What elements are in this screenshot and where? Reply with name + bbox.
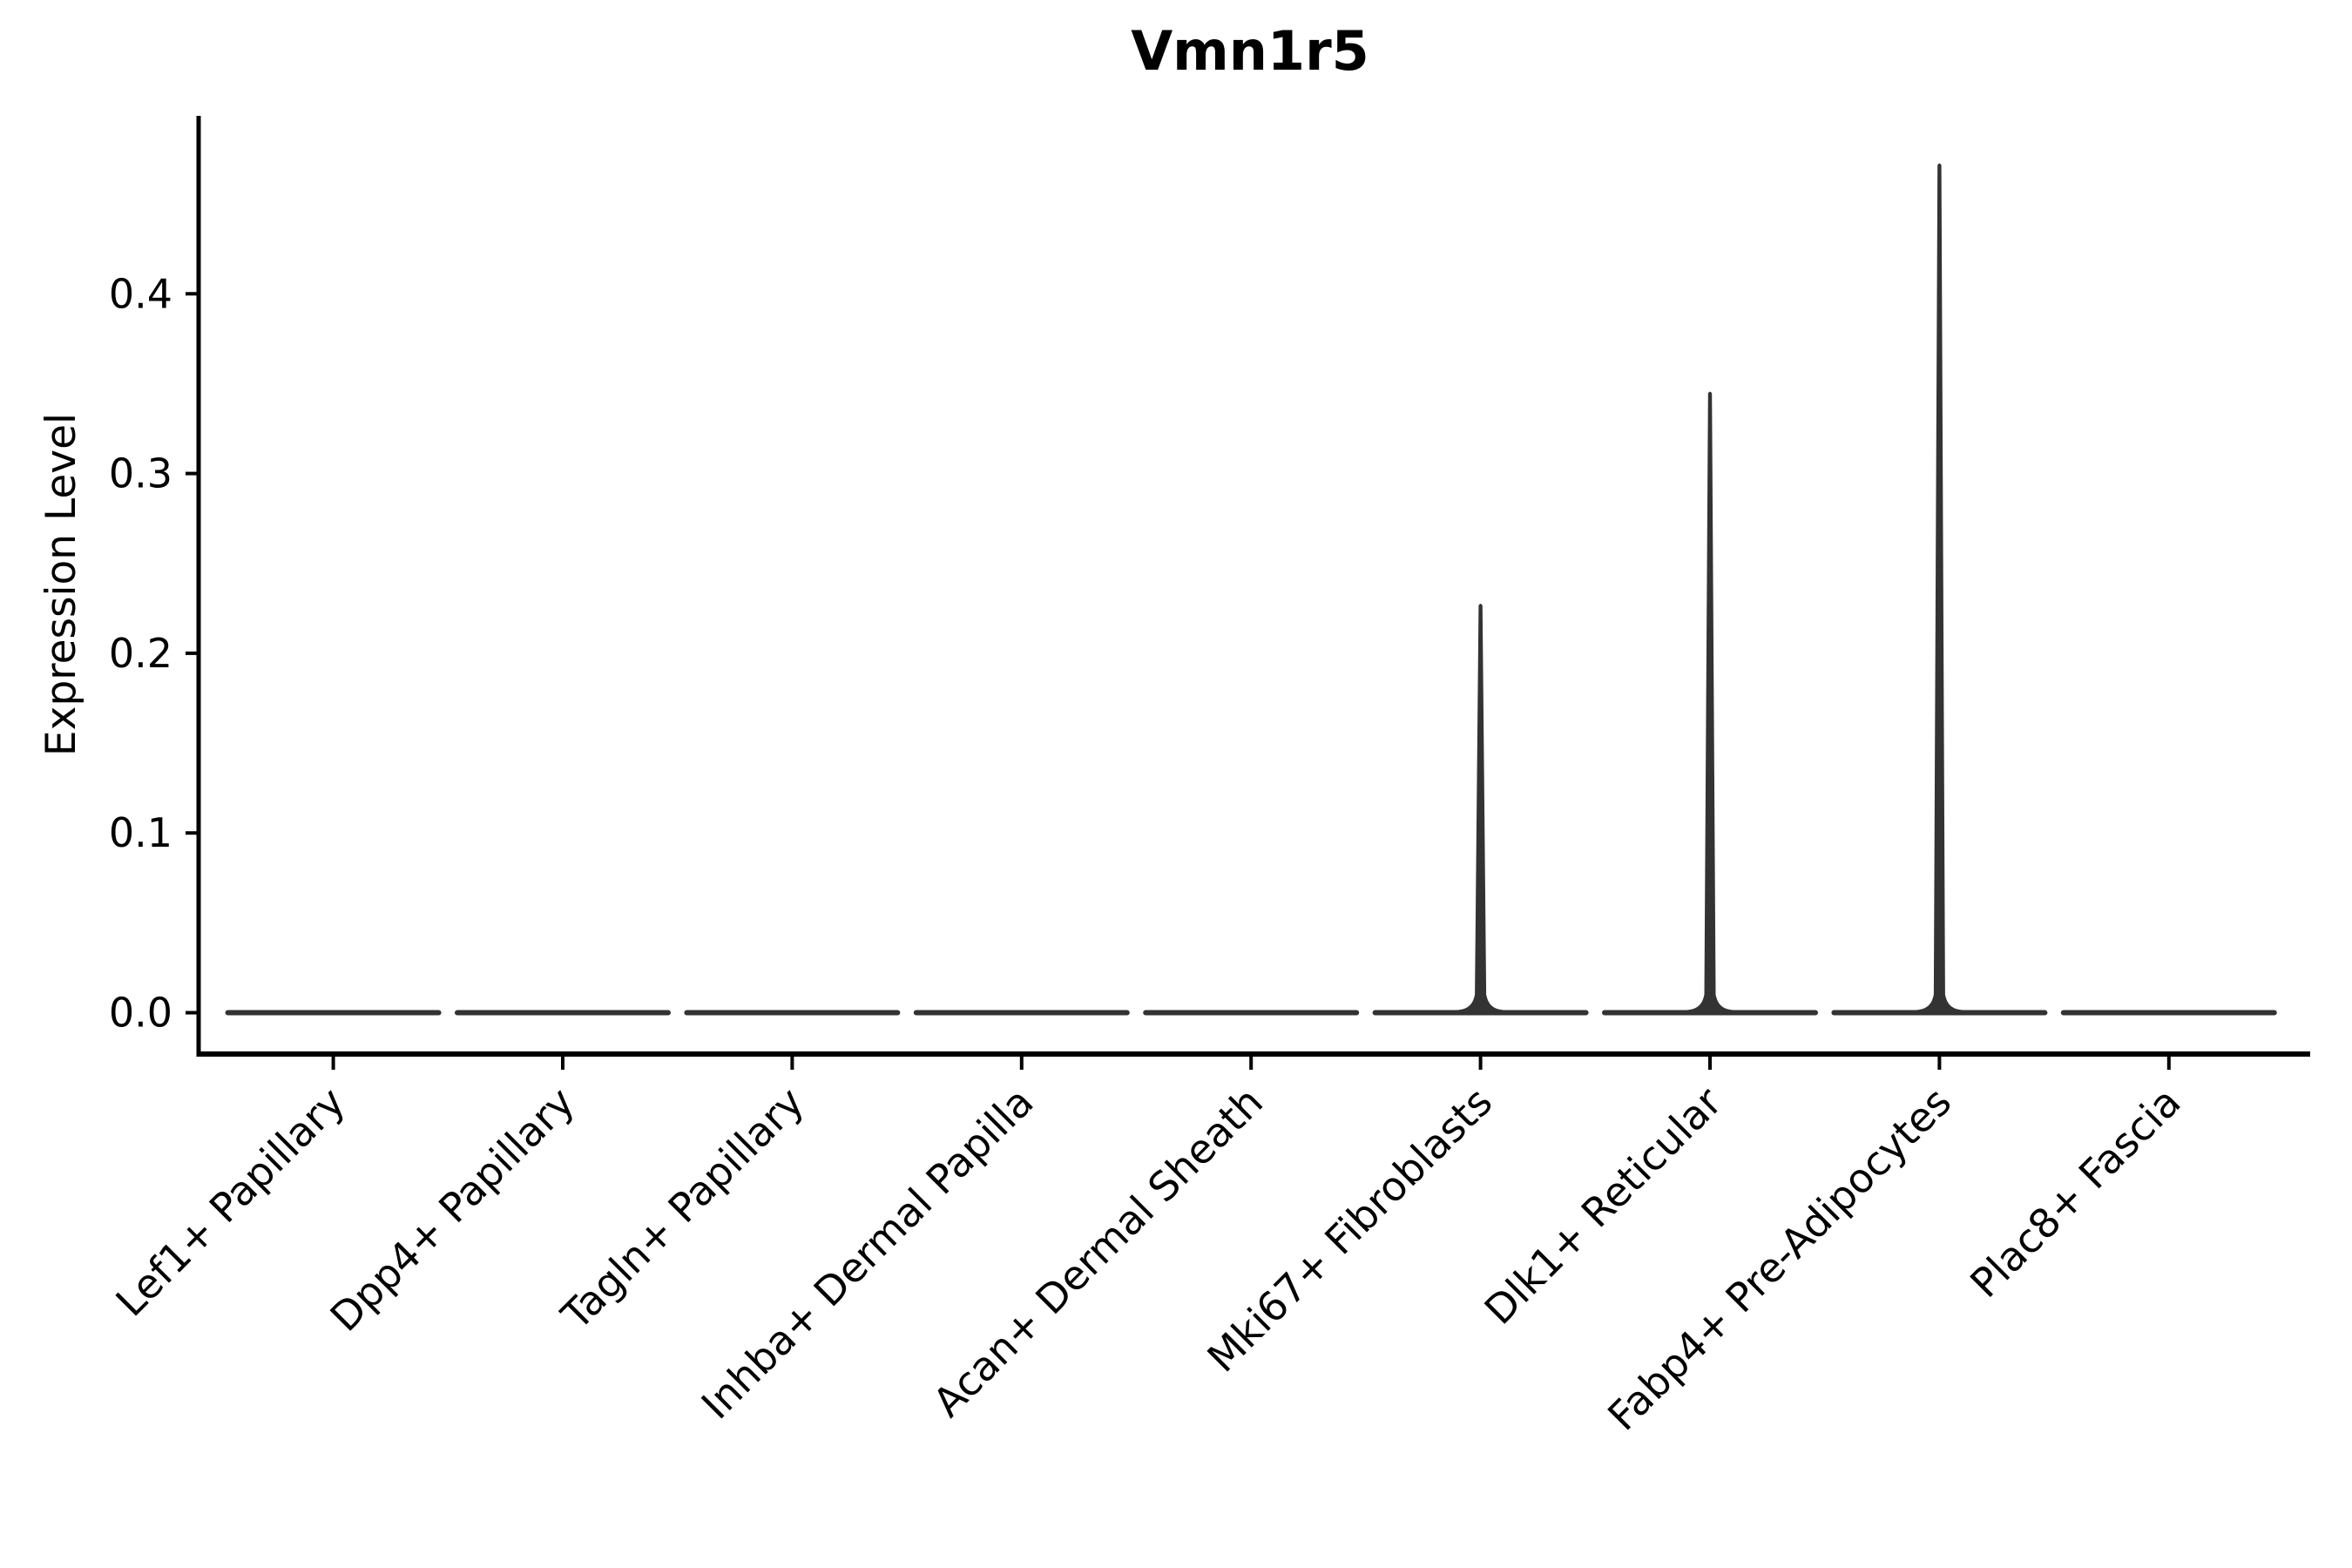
x-tick-label-8: Plac8+ Fascia [1961,1078,2189,1307]
x-tick-label-2: Tagln+ Papillary [552,1078,814,1340]
chart-title: Vmn1r5 [1131,19,1369,83]
y-tick-label-4: 0.4 [109,270,172,317]
x-tick-label-0: Lef1+ Papillary [106,1078,354,1326]
violin-spike-5 [1454,604,1507,1016]
x-tick-label-6: Dlk1+ Reticular [1476,1078,1731,1334]
violin-spike-7 [1913,163,1966,1016]
violin-spike-6 [1684,391,1736,1016]
x-tick-label-1: Dpp4+ Papillary [321,1078,584,1341]
y-tick-label-0: 0.0 [109,990,172,1037]
y-axis-label: Expression Level [37,413,85,756]
y-tick-label-3: 0.3 [109,450,172,497]
y-tick-label-2: 0.2 [109,630,172,677]
y-tick-label-1: 0.1 [109,809,172,856]
